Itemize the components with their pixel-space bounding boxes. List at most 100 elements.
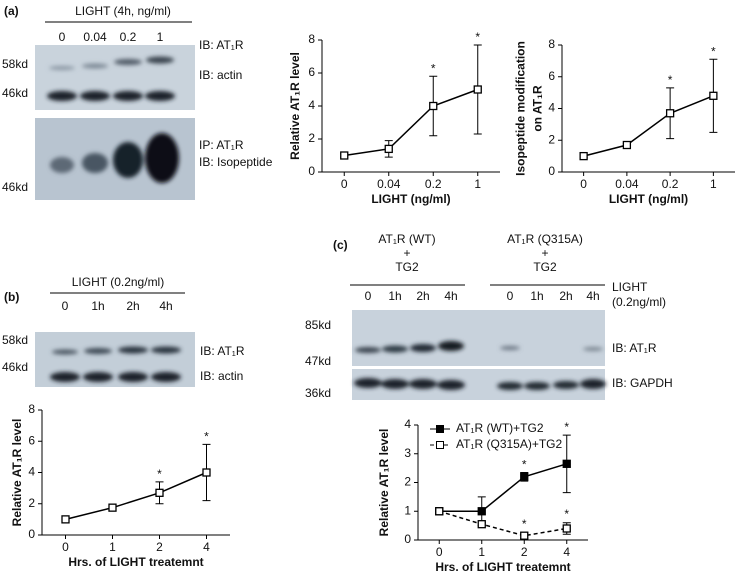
legend-marker [436,425,444,433]
blot-label: IB: AT₁R [200,344,245,358]
y-tick-label: 3 [404,446,411,460]
group-label: + [541,246,548,260]
x-tick-label: 0 [62,540,69,554]
legend-label: AT₁R (Q315A)+TG2 [456,437,563,451]
panel-label: (a) [4,4,19,18]
y-tick-label: 0 [404,532,411,546]
x-tick-label: 0.2 [425,177,442,191]
series-line [439,463,567,512]
y-axis-label: Relative AT₁R level [377,429,391,537]
legend-marker [436,441,444,449]
y-tick-label: 2 [404,475,411,489]
blot-label: IB: GAPDH [612,376,673,390]
lane-label: 1h [530,289,543,303]
group-label: AT₁R (Q315A) [507,232,583,246]
size-marker: 46kd [2,86,28,100]
y-tick-label: 4 [28,465,35,479]
y-axis-label: on AT₁R [531,85,545,132]
x-tick-label: 1 [109,540,116,554]
size-marker: 46kd [2,180,28,194]
size-marker: 85kd [305,318,331,332]
x-tick-label: 0.2 [662,177,679,191]
lane-label: 1h [388,289,401,303]
blot-label: IB: actin [200,369,243,383]
y-tick-label: 6 [28,433,35,447]
point [520,472,529,481]
blot-label: IB: AT₁R [612,341,657,355]
point [709,91,718,100]
x-tick-label: 0.04 [377,177,401,191]
y-tick-label: 0 [548,164,555,178]
x-axis-label: LIGHT (ng/ml) [609,192,688,206]
y-tick-label: 4 [548,101,555,115]
point [340,151,349,160]
lane-label: 0 [62,299,69,313]
y-tick-label: 6 [308,65,315,79]
treatment: (0.2ng/ml) [612,295,666,309]
point [477,520,486,529]
x-tick-label: 1 [474,177,481,191]
blot-label: IB: Isopeptide [199,155,273,169]
group-label: TG2 [533,260,557,274]
y-axis-label: Relative AT₁R level [288,52,302,160]
x-axis-label: Hrs. of LIGHT treatemnt [435,560,570,571]
x-tick-label: 0 [436,545,443,559]
point [665,109,675,118]
lane-label: 4h [586,289,599,303]
significance: * [668,73,673,87]
y-tick-label: 2 [28,496,35,510]
x-tick-label: 0.04 [615,177,639,191]
significance: * [431,61,436,75]
point [477,507,486,516]
blot-label: IP: AT₁R [199,138,244,152]
significance: * [711,44,716,58]
bands [47,56,179,183]
panel-label: (c) [333,238,348,252]
significance: * [204,430,209,444]
point [429,101,438,111]
x-tick-label: 0 [580,177,587,191]
lane-label: 0 [365,289,372,303]
group-label: + [403,246,410,260]
y-tick-label: 2 [308,131,315,145]
x-tick-label: 0 [341,177,348,191]
series-line [344,88,479,157]
point [579,151,588,161]
significance: * [522,517,527,531]
point [473,85,482,94]
lane-label: 1 [157,30,164,44]
group-label: TG2 [395,260,419,274]
significance: * [157,467,162,481]
x-tick-label: 1 [710,177,717,191]
size-marker: 46kd [2,360,28,374]
size-marker: 58kd [2,57,28,71]
y-tick-label: 8 [28,402,35,416]
y-tick-label: 6 [548,69,555,83]
series-line [583,95,714,157]
significance: * [522,458,527,472]
treatment: LIGHT (0.2ng/ml) [72,275,164,289]
significance: * [475,30,480,44]
lane-label: 4h [444,289,457,303]
x-tick-label: 4 [563,545,570,559]
series-line [439,510,567,537]
size-marker: 47kd [305,354,331,368]
lane-label: 0.04 [83,30,107,44]
point [384,144,393,154]
treatment: LIGHT (4h, ng/ml) [75,4,171,18]
lane-label: 1h [91,299,104,313]
x-tick-label: 2 [521,545,528,559]
bands [354,341,606,390]
series-line [65,471,207,521]
group-label: AT₁R (WT) [378,232,435,246]
point [562,524,571,533]
y-tick-label: 2 [548,132,555,146]
point [202,468,211,477]
x-tick-label: 1 [478,545,485,559]
lane-label: 0 [507,289,514,303]
bands [50,346,181,382]
y-tick-label: 8 [308,32,315,46]
y-tick-label: 8 [548,37,555,51]
lane-label: 0 [59,30,66,44]
